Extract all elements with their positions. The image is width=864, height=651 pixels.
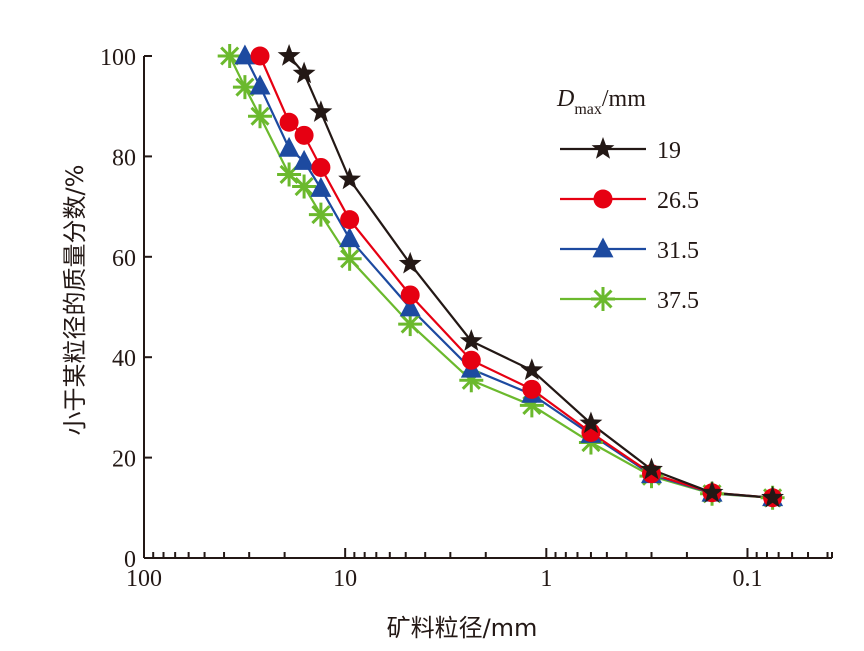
asterisk-stroke [400, 314, 420, 334]
data-point-star [292, 61, 316, 84]
data-point-star [520, 358, 544, 380]
legend-marker-asterisk [591, 287, 615, 311]
data-point-asterisk [232, 75, 257, 100]
legend-label: 19 [657, 138, 681, 164]
asterisk-stroke [294, 176, 314, 197]
y-axis-ticks: 0 20 40 60 80 100 [100, 45, 152, 573]
series-line-37.5 [228, 55, 773, 499]
data-point-triangle [293, 149, 315, 170]
x-tick-label: 1 [540, 566, 552, 592]
series-layer [217, 44, 785, 510]
legend-title-subscript: max [574, 101, 602, 118]
markers-37.5 [217, 44, 785, 510]
x-axis-title: 矿料粒径/mm [387, 614, 538, 642]
y-tick-label: 100 [100, 45, 136, 71]
legend-marker-star [591, 137, 615, 159]
y-tick-label: 40 [112, 346, 136, 372]
data-point-circle [311, 157, 331, 177]
legend-title-unit: /mm [602, 86, 646, 112]
legend-label: 31.5 [657, 238, 699, 264]
data-point-circle [294, 125, 314, 145]
legend-marker-circle [593, 189, 613, 209]
series-19 [288, 55, 773, 499]
legend-item-37.5: 37.5 [560, 287, 699, 314]
legend-item-26.5: 26.5 [560, 188, 699, 214]
data-point-star [277, 44, 301, 66]
legend-item-19: 19 [560, 137, 681, 164]
y-tick-label: 80 [112, 145, 136, 171]
x-tick-label: 0.1 [732, 566, 762, 592]
data-point-triangle [310, 177, 332, 197]
data-point-triangle [339, 227, 361, 248]
data-point-star [459, 329, 483, 351]
series-26.5 [258, 55, 773, 499]
asterisk-stroke [311, 205, 331, 225]
y-tick-label: 60 [112, 246, 136, 272]
x-tick-label: 10 [333, 566, 357, 592]
y-tick-label: 20 [112, 447, 136, 473]
legend-label: 37.5 [657, 288, 699, 314]
data-point-asterisk [398, 312, 423, 337]
asterisk-stroke [220, 46, 240, 66]
data-point-star [700, 480, 724, 503]
data-point-triangle [234, 44, 256, 65]
series-line-26.5 [258, 55, 773, 499]
asterisk-stroke [235, 77, 255, 97]
legend-items: 19 26.5 31.5 37.5 [560, 137, 699, 314]
data-point-circle [522, 379, 542, 399]
data-point-asterisk [337, 246, 362, 271]
data-point-star [338, 167, 362, 190]
data-point-star [640, 457, 663, 480]
markers-26.5 [250, 46, 783, 508]
legend-label: 26.5 [657, 188, 699, 214]
data-point-circle [461, 350, 481, 370]
series-37.5 [228, 55, 773, 499]
data-point-star [398, 251, 422, 274]
data-point-star [309, 100, 333, 122]
asterisk-stroke [340, 249, 360, 269]
markers-19 [277, 44, 785, 508]
legend-title-main: D [556, 86, 574, 112]
data-point-triangle [278, 136, 300, 157]
axes [143, 56, 832, 559]
data-point-star [761, 485, 785, 508]
legend: Dmax/mm 19 26.5 31.5 37.5 [556, 86, 699, 314]
data-point-asterisk [292, 174, 317, 199]
data-point-circle [279, 112, 299, 132]
data-point-circle [340, 210, 360, 230]
legend-marker-triangle [592, 237, 614, 258]
data-point-triangle [249, 74, 271, 95]
data-point-circle [250, 46, 270, 66]
data-point-circle [400, 285, 420, 305]
series-line-19 [288, 55, 773, 499]
x-axis-ticks: 100 10 1 0.1 [126, 548, 833, 592]
data-point-asterisk [308, 202, 333, 227]
y-tick-label: 0 [124, 547, 136, 573]
y-axis-title: 小于某粒径的质量分数/% [61, 165, 89, 436]
legend-title: Dmax/mm [556, 86, 646, 118]
x-tick-label: 100 [126, 566, 162, 592]
asterisk-stroke [250, 106, 270, 126]
data-point-asterisk [217, 44, 242, 68]
legend-item-31.5: 31.5 [560, 237, 699, 264]
asterisk-stroke [593, 289, 613, 309]
data-point-asterisk [248, 104, 273, 129]
data-point-triangle [399, 296, 421, 317]
data-point-star [579, 411, 603, 434]
